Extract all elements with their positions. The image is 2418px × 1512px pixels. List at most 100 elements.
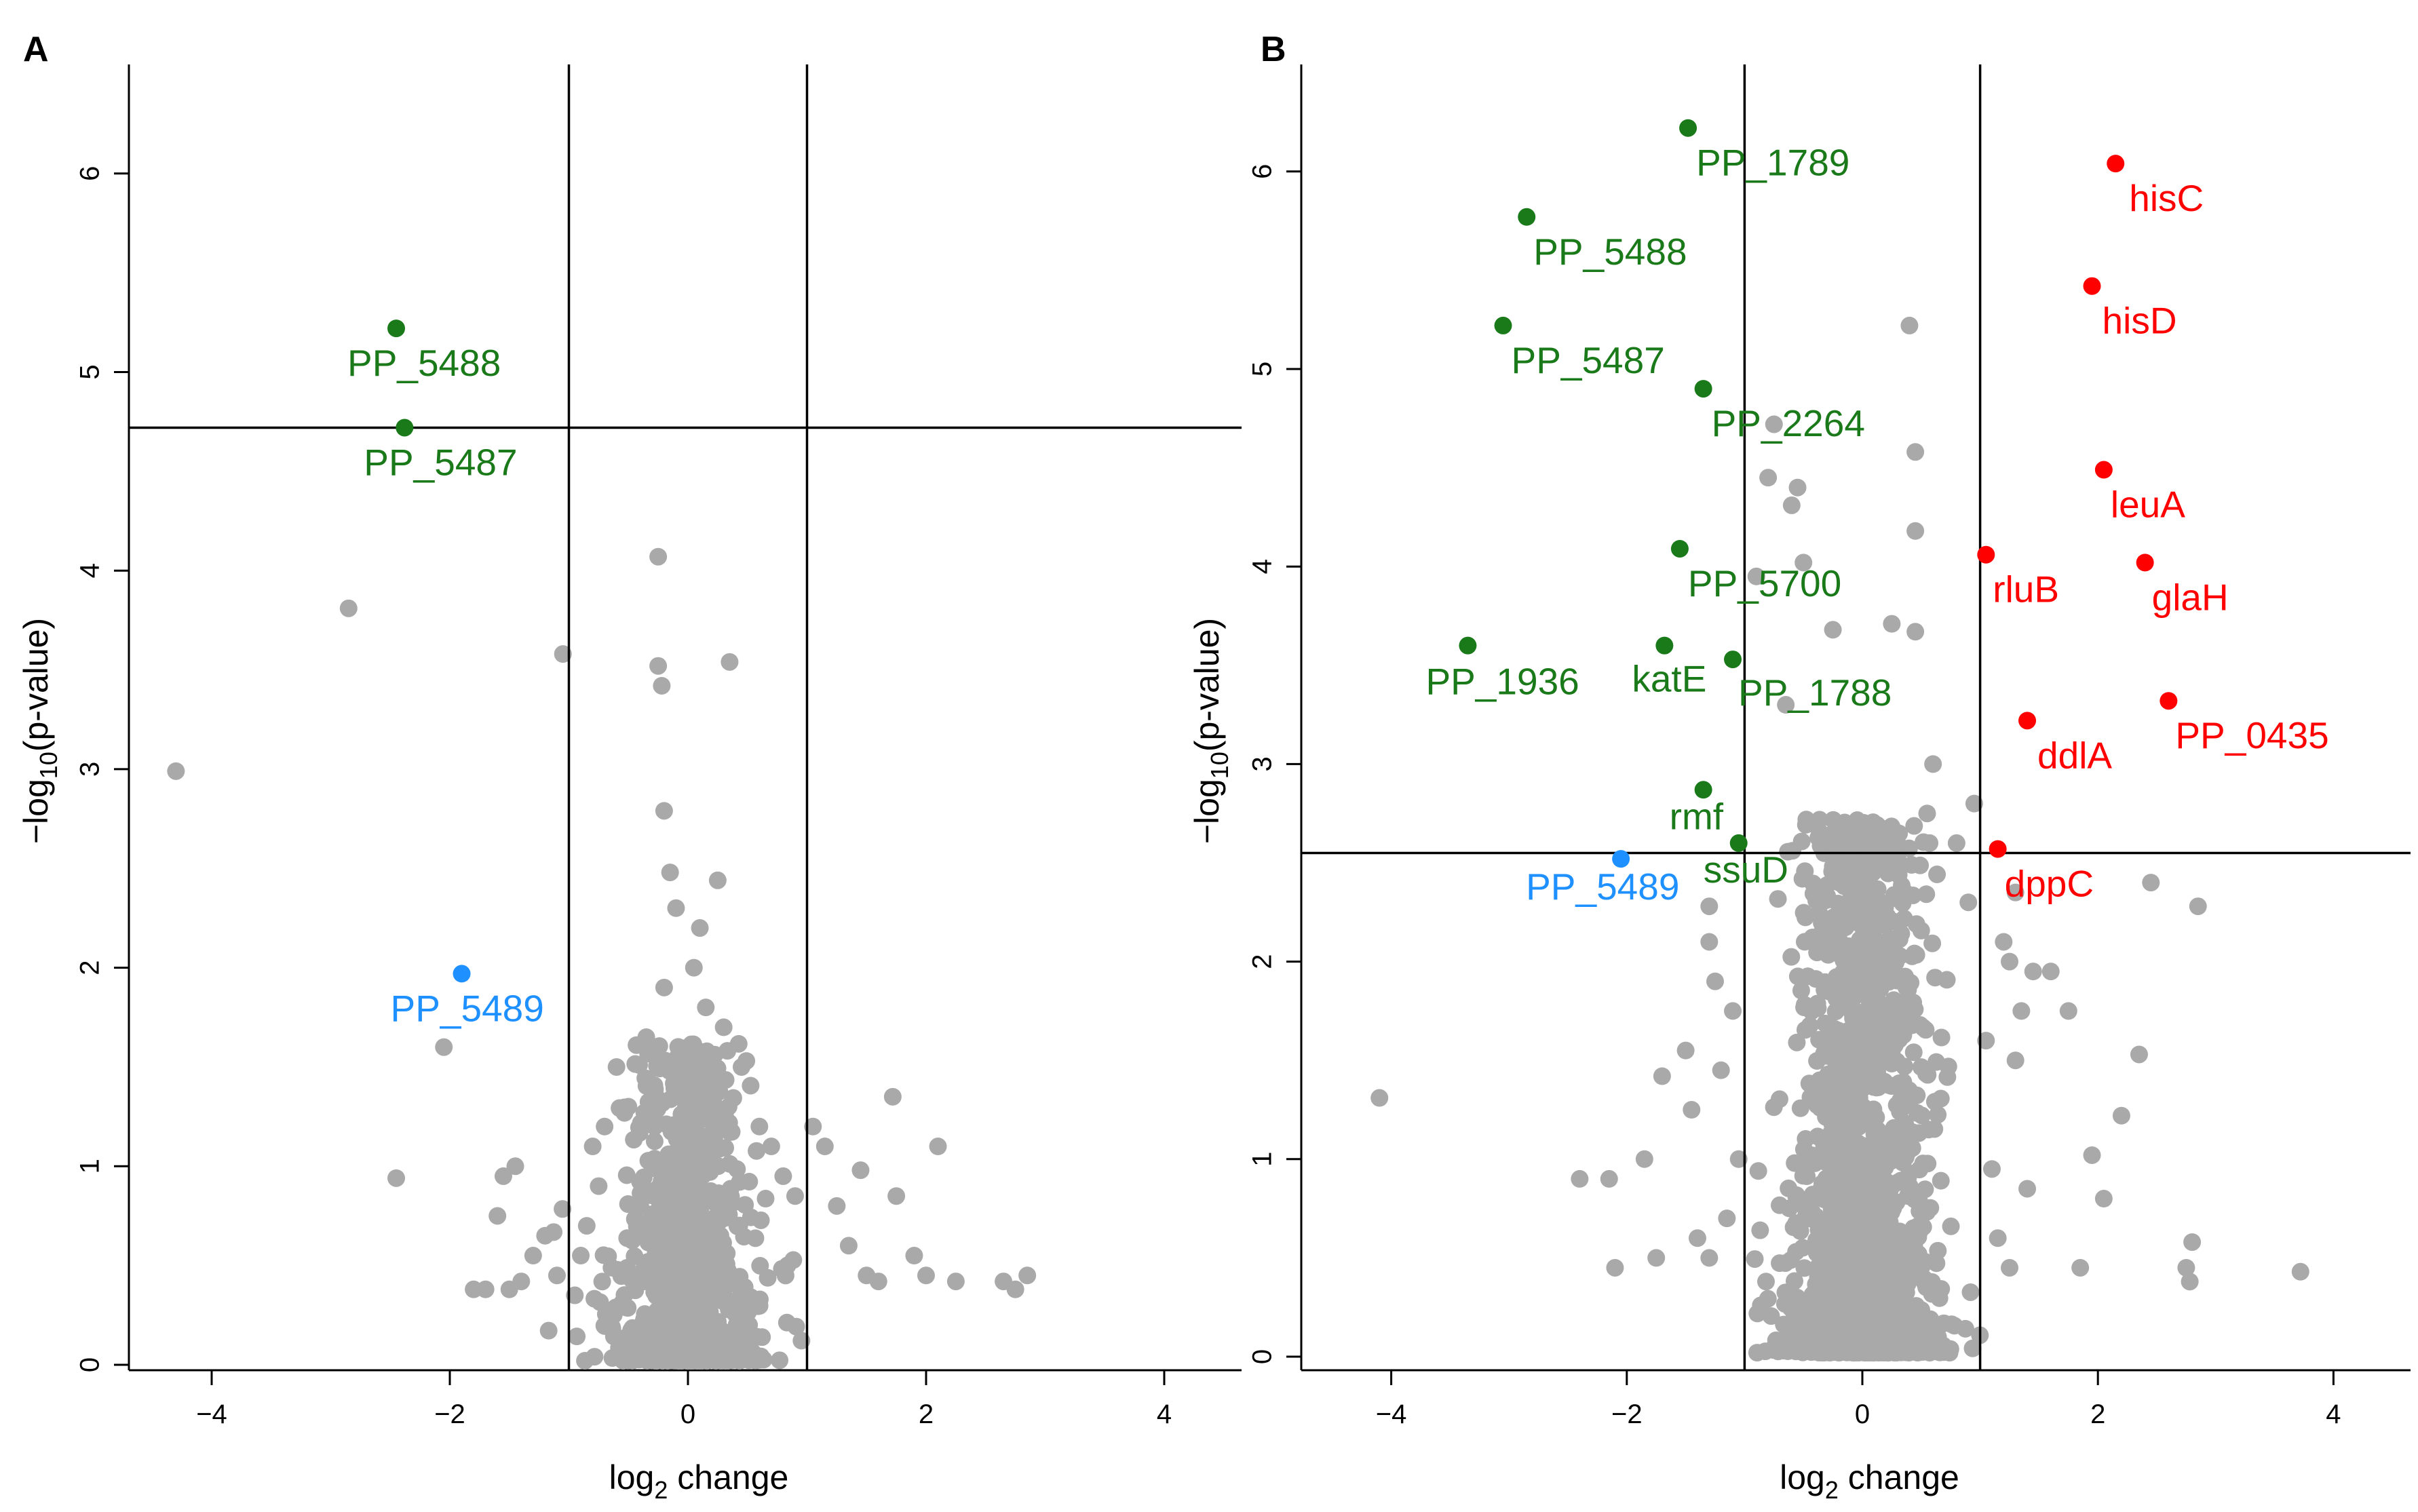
highlighted-point bbox=[1518, 208, 1536, 226]
data-point bbox=[603, 1318, 621, 1336]
highlighted-point bbox=[1694, 380, 1712, 398]
data-point bbox=[1917, 1278, 1936, 1296]
gene-label: hisC bbox=[2129, 177, 2204, 219]
data-point bbox=[1815, 1045, 1833, 1063]
data-point bbox=[590, 1177, 608, 1195]
data-point bbox=[1902, 855, 1921, 874]
data-point bbox=[1807, 970, 1825, 988]
data-point bbox=[1700, 897, 1719, 916]
background-points bbox=[167, 547, 1037, 1370]
x-tick-label: 0 bbox=[1855, 1399, 1870, 1429]
data-point bbox=[1769, 890, 1787, 908]
data-point bbox=[736, 1291, 754, 1309]
data-point bbox=[2006, 883, 2024, 902]
data-point bbox=[1833, 1041, 1851, 1059]
y-tick-label: 1 bbox=[1248, 1152, 1278, 1167]
data-point bbox=[1921, 1199, 1940, 1217]
data-point bbox=[1827, 1314, 1845, 1332]
data-point bbox=[946, 1273, 965, 1291]
data-point bbox=[729, 1034, 748, 1053]
data-point bbox=[716, 1112, 735, 1130]
data-point bbox=[1901, 1091, 1919, 1110]
data-point bbox=[1787, 1214, 1805, 1233]
data-point bbox=[721, 653, 739, 671]
data-point bbox=[1917, 885, 1936, 904]
data-point bbox=[869, 1273, 887, 1291]
highlighted-point bbox=[1694, 781, 1712, 799]
y-tick-label: 5 bbox=[1248, 362, 1278, 376]
data-point bbox=[618, 1258, 636, 1277]
background-points bbox=[1370, 316, 2309, 1362]
data-point bbox=[1788, 478, 1807, 497]
data-point bbox=[1830, 1142, 1849, 1161]
data-point bbox=[1889, 1141, 1907, 1159]
data-point bbox=[675, 1191, 693, 1209]
data-point bbox=[1849, 1095, 1868, 1113]
gene-label: PP_5488 bbox=[347, 342, 501, 384]
data-point bbox=[828, 1197, 846, 1215]
data-point bbox=[1965, 794, 1983, 813]
data-point bbox=[905, 1247, 923, 1265]
data-point bbox=[887, 1187, 906, 1205]
x-tick-label: −4 bbox=[196, 1399, 227, 1429]
data-point bbox=[1912, 921, 1930, 939]
data-point bbox=[784, 1251, 803, 1269]
data-point bbox=[2189, 897, 2207, 916]
data-point bbox=[2142, 874, 2160, 892]
data-point bbox=[1977, 1032, 1995, 1050]
data-point bbox=[1935, 1314, 1953, 1332]
data-point bbox=[1794, 1167, 1812, 1185]
data-point bbox=[1844, 1162, 1862, 1180]
data-point bbox=[1917, 1021, 1935, 1039]
data-point bbox=[668, 1309, 686, 1327]
data-point bbox=[593, 1273, 611, 1291]
data-point bbox=[1887, 1244, 1906, 1262]
data-point bbox=[1904, 993, 1923, 1011]
data-point bbox=[1877, 1273, 1896, 1292]
data-point bbox=[651, 1322, 670, 1340]
gene-label: PP_5489 bbox=[1526, 866, 1679, 908]
data-point bbox=[1824, 1274, 1842, 1292]
highlighted-point bbox=[2160, 692, 2178, 710]
data-point bbox=[1919, 1155, 1937, 1173]
data-point bbox=[663, 1349, 681, 1368]
data-point bbox=[1927, 1053, 1945, 1071]
data-point bbox=[1837, 1073, 1855, 1091]
x-tick-label: 0 bbox=[680, 1399, 695, 1429]
data-point bbox=[733, 1327, 752, 1346]
highlighted-point bbox=[1989, 840, 2007, 858]
data-point bbox=[1782, 496, 1801, 514]
data-point bbox=[2071, 1258, 2090, 1277]
data-point bbox=[1865, 1318, 1883, 1336]
data-point bbox=[676, 1226, 695, 1244]
gene-label: katE bbox=[1632, 658, 1706, 700]
data-point bbox=[637, 1028, 655, 1047]
data-point bbox=[1885, 886, 1903, 904]
data-point bbox=[728, 1160, 746, 1178]
y-tick-label: 3 bbox=[75, 762, 105, 777]
gene-label: PP_5489 bbox=[391, 987, 544, 1029]
data-point bbox=[577, 1217, 596, 1235]
data-point bbox=[1759, 1290, 1777, 1308]
data-point bbox=[1932, 1028, 1951, 1047]
data-point bbox=[645, 1132, 664, 1150]
data-point bbox=[586, 1348, 604, 1366]
data-point bbox=[1852, 1081, 1870, 1099]
highlighted-point bbox=[1724, 651, 1742, 669]
data-point bbox=[660, 1193, 678, 1211]
data-point bbox=[2181, 1273, 2199, 1291]
data-point bbox=[667, 899, 685, 917]
data-point bbox=[1830, 910, 1848, 929]
data-point bbox=[653, 676, 671, 695]
data-point bbox=[2018, 1180, 2037, 1198]
data-point bbox=[1571, 1169, 1589, 1188]
data-point bbox=[1826, 1003, 1845, 1021]
data-point bbox=[2041, 963, 2060, 981]
data-point bbox=[1920, 1332, 1938, 1351]
data-point bbox=[655, 802, 673, 820]
data-point bbox=[1844, 1254, 1862, 1273]
data-point bbox=[2012, 1002, 2031, 1020]
data-point bbox=[1888, 823, 1906, 842]
data-point bbox=[1827, 1169, 1845, 1187]
